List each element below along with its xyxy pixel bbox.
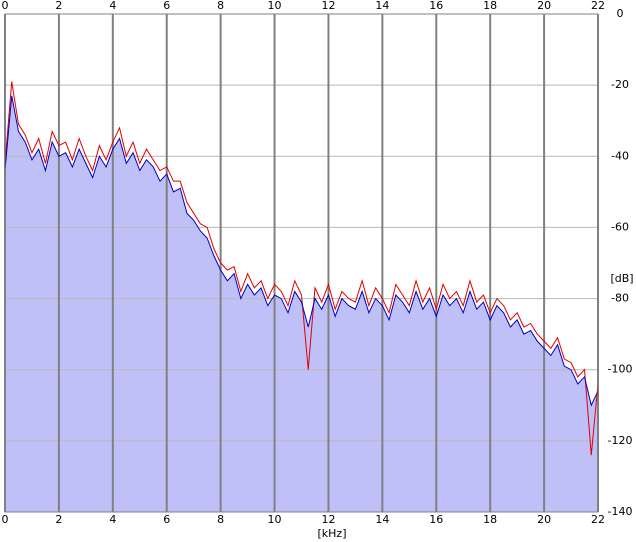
x-tick-label: 4 [109, 0, 116, 12]
x-tick-label: 16 [429, 0, 443, 12]
x-tick-label: 8 [217, 0, 224, 12]
x-tick-label: 18 [483, 513, 497, 526]
x-tick-label: 0 [2, 0, 9, 12]
x-tick-label: 20 [537, 513, 551, 526]
x-axis-label: [kHz] [318, 527, 347, 540]
x-tick-label: 6 [163, 0, 170, 12]
y-tick-label: -120 [608, 434, 633, 447]
y-tick-label: 0 [617, 7, 624, 20]
y-tick-label: -100 [608, 363, 633, 376]
x-tick-label: 10 [268, 0, 282, 12]
x-tick-label: 10 [268, 513, 282, 526]
x-tick-label: 2 [55, 513, 62, 526]
x-tick-label: 14 [375, 513, 389, 526]
y-tick-label: -40 [611, 149, 629, 162]
x-tick-label: 20 [537, 0, 551, 12]
x-tick-label: 0 [2, 513, 9, 526]
y-tick-label: -20 [611, 78, 629, 91]
spectrum-line [4, 95, 599, 407]
y-tick-label: -80 [611, 292, 629, 305]
x-tick-label: 2 [55, 0, 62, 12]
x-tick-label: 18 [483, 0, 497, 12]
y-tick-label: -60 [611, 220, 629, 233]
x-tick-label: 12 [321, 0, 335, 12]
x-tick-label: 22 [591, 513, 605, 526]
x-tick-label: 22 [591, 0, 605, 12]
spectrum-line [4, 81, 599, 456]
x-tick-label: 6 [163, 513, 170, 526]
y-axis-label: [dB] [610, 272, 633, 285]
plot-border [4, 13, 599, 513]
x-tick-label: 4 [109, 513, 116, 526]
x-tick-label: 12 [321, 513, 335, 526]
x-tick-label: 8 [217, 513, 224, 526]
y-tick-label: -140 [608, 505, 633, 518]
x-tick-label: 14 [375, 0, 389, 12]
x-tick-label: 16 [429, 513, 443, 526]
